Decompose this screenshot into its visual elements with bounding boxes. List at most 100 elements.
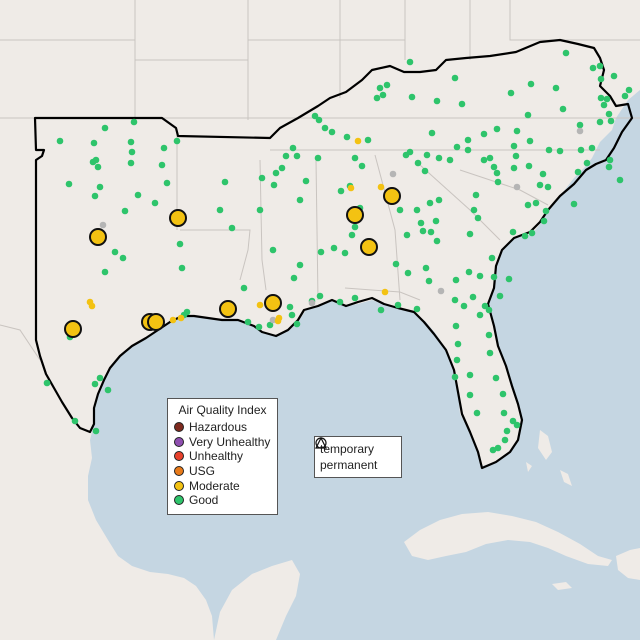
good-site-marker[interactable]: [255, 323, 263, 331]
good-site-marker[interactable]: [625, 86, 633, 94]
good-site-marker[interactable]: [178, 264, 186, 272]
good-site-marker[interactable]: [472, 191, 480, 199]
nodata-site-marker[interactable]: [99, 221, 107, 229]
good-site-marker[interactable]: [427, 228, 435, 236]
good-site-marker[interactable]: [486, 154, 494, 162]
good-site-marker[interactable]: [311, 112, 319, 120]
moderate-site-marker-large[interactable]: [360, 238, 378, 256]
good-site-marker[interactable]: [605, 163, 613, 171]
good-site-marker[interactable]: [610, 72, 618, 80]
good-site-marker[interactable]: [513, 421, 521, 429]
good-site-marker[interactable]: [414, 159, 422, 167]
good-site-marker[interactable]: [490, 163, 498, 171]
good-site-marker[interactable]: [621, 92, 629, 100]
good-site-marker[interactable]: [151, 199, 159, 207]
good-site-marker[interactable]: [96, 374, 104, 382]
good-site-marker[interactable]: [128, 148, 136, 156]
good-site-marker[interactable]: [556, 147, 564, 155]
good-site-marker[interactable]: [417, 219, 425, 227]
good-site-marker[interactable]: [576, 121, 584, 129]
good-site-marker[interactable]: [91, 380, 99, 388]
good-site-marker[interactable]: [392, 260, 400, 268]
good-site-marker[interactable]: [488, 254, 496, 262]
good-site-marker[interactable]: [542, 207, 550, 215]
good-site-marker[interactable]: [351, 223, 359, 231]
good-site-marker[interactable]: [466, 391, 474, 399]
good-site-marker[interactable]: [421, 167, 429, 175]
good-site-marker[interactable]: [559, 105, 567, 113]
good-site-marker[interactable]: [503, 427, 511, 435]
good-site-marker[interactable]: [435, 154, 443, 162]
moderate-site-marker-large[interactable]: [219, 300, 237, 318]
good-site-marker[interactable]: [376, 84, 384, 92]
nodata-site-marker[interactable]: [269, 316, 277, 324]
good-site-marker[interactable]: [562, 49, 570, 57]
good-site-marker[interactable]: [493, 169, 501, 177]
good-site-marker[interactable]: [544, 183, 552, 191]
good-site-marker[interactable]: [505, 275, 513, 283]
nodata-site-marker[interactable]: [308, 299, 316, 307]
good-site-marker[interactable]: [453, 143, 461, 151]
good-site-marker[interactable]: [163, 179, 171, 187]
good-site-marker[interactable]: [422, 264, 430, 272]
good-site-marker[interactable]: [379, 91, 387, 99]
good-site-marker[interactable]: [451, 296, 459, 304]
good-site-marker[interactable]: [121, 207, 129, 215]
good-site-marker[interactable]: [494, 178, 502, 186]
good-site-marker[interactable]: [328, 128, 336, 136]
good-site-marker[interactable]: [605, 110, 613, 118]
good-site-marker[interactable]: [296, 261, 304, 269]
good-site-marker[interactable]: [507, 89, 515, 97]
good-site-marker[interactable]: [56, 137, 64, 145]
good-site-marker[interactable]: [278, 164, 286, 172]
moderate-site-marker[interactable]: [381, 288, 389, 296]
good-site-marker[interactable]: [451, 74, 459, 82]
good-site-marker[interactable]: [373, 94, 381, 102]
good-site-marker[interactable]: [452, 322, 460, 330]
good-site-marker[interactable]: [104, 386, 112, 394]
good-site-marker[interactable]: [570, 200, 578, 208]
good-site-marker[interactable]: [316, 292, 324, 300]
good-site-marker[interactable]: [321, 124, 329, 132]
good-site-marker[interactable]: [452, 276, 460, 284]
moderate-site-marker[interactable]: [347, 184, 355, 192]
good-site-marker[interactable]: [492, 374, 500, 382]
good-site-marker[interactable]: [160, 144, 168, 152]
good-site-marker[interactable]: [460, 302, 468, 310]
moderate-site-marker[interactable]: [256, 301, 264, 309]
moderate-site-marker-large[interactable]: [89, 228, 107, 246]
good-site-marker[interactable]: [302, 177, 310, 185]
good-site-marker[interactable]: [527, 80, 535, 88]
good-site-marker[interactable]: [433, 237, 441, 245]
good-site-marker[interactable]: [315, 116, 323, 124]
good-site-marker[interactable]: [272, 169, 280, 177]
good-site-marker[interactable]: [343, 133, 351, 141]
good-site-marker[interactable]: [101, 124, 109, 132]
good-site-marker[interactable]: [348, 231, 356, 239]
good-site-marker[interactable]: [469, 293, 477, 301]
good-site-marker[interactable]: [89, 158, 97, 166]
good-site-marker[interactable]: [290, 274, 298, 282]
good-site-marker[interactable]: [432, 217, 440, 225]
good-site-marker[interactable]: [314, 154, 322, 162]
moderate-site-marker[interactable]: [354, 137, 362, 145]
good-site-marker[interactable]: [244, 318, 252, 326]
good-site-marker[interactable]: [337, 187, 345, 195]
good-site-marker[interactable]: [330, 244, 338, 252]
good-site-marker[interactable]: [489, 446, 497, 454]
good-site-marker[interactable]: [552, 84, 560, 92]
good-site-marker[interactable]: [501, 436, 509, 444]
good-site-marker[interactable]: [96, 183, 104, 191]
good-site-marker[interactable]: [364, 136, 372, 144]
good-site-marker[interactable]: [341, 249, 349, 257]
moderate-site-marker-large[interactable]: [346, 206, 364, 224]
good-site-marker[interactable]: [43, 379, 51, 387]
good-site-marker[interactable]: [583, 159, 591, 167]
good-site-marker[interactable]: [474, 214, 482, 222]
good-site-marker[interactable]: [466, 371, 474, 379]
good-site-marker[interactable]: [91, 192, 99, 200]
good-site-marker[interactable]: [485, 306, 493, 314]
good-site-marker[interactable]: [228, 224, 236, 232]
good-site-marker[interactable]: [240, 284, 248, 292]
good-site-marker[interactable]: [130, 118, 138, 126]
